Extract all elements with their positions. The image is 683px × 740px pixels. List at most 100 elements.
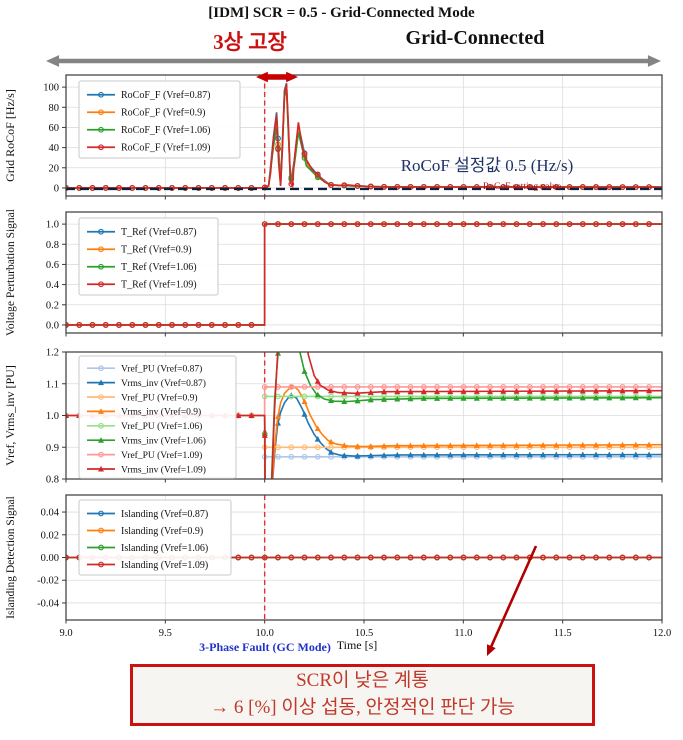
data-marker: [235, 412, 242, 418]
data-marker: [341, 182, 348, 189]
data-marker: [381, 554, 387, 561]
panel-2: 0.0 0.2 0.4 0.6 0.8 1.0 Voltage Perturbation S…: [5, 209, 663, 337]
data-marker: [341, 398, 348, 404]
data-marker: [473, 221, 480, 228]
data-marker: [98, 510, 104, 517]
data-marker: [98, 437, 104, 443]
data-marker: [248, 412, 255, 418]
y-tick-label: -0.04: [37, 598, 60, 609]
data-marker: [301, 398, 308, 404]
data-marker: [500, 442, 507, 448]
data-marker: [593, 387, 600, 394]
data-marker: [447, 221, 454, 228]
data-marker: [420, 388, 427, 395]
y-tick-label: 0.4: [46, 280, 60, 291]
data-marker: [500, 451, 507, 458]
data-marker: [420, 451, 427, 458]
y-tick-label: 1.1: [46, 379, 59, 390]
data-marker: [98, 527, 104, 534]
data-marker: [275, 221, 281, 228]
y-tick-label: 0.9: [46, 443, 59, 454]
y-tick-label: 1.2: [46, 348, 59, 359]
data-marker: [367, 554, 374, 561]
data-marker: [66, 412, 69, 418]
data-marker: [434, 395, 441, 401]
data-marker: [288, 221, 295, 228]
data-marker: [447, 388, 454, 394]
data-marker: [447, 395, 454, 401]
panel-1: 0 20 40 60 80 100 Grid RoCoF [Hz/s] RoCoF_F (Vr…: [3, 74, 663, 200]
legend-label: RoCoF_F (Vref=1.09): [121, 143, 210, 154]
data-marker: [606, 394, 613, 401]
data-marker: [98, 281, 104, 288]
data-marker: [314, 554, 321, 561]
data-marker: [155, 322, 162, 328]
data-marker: [89, 322, 96, 328]
data-marker: [513, 451, 520, 458]
data-marker: [447, 442, 454, 448]
y-tick-label: 1.0: [46, 220, 59, 231]
data-marker: [314, 453, 321, 460]
data-marker: [394, 451, 401, 458]
data-marker: [288, 181, 295, 187]
data-marker: [619, 554, 626, 561]
data-marker: [593, 221, 599, 228]
y-axis-label: Islanding Detection Signal: [5, 496, 17, 619]
y-tick-label: 40: [49, 143, 60, 154]
legend-label: T_Ref (Vref=0.87): [121, 227, 197, 238]
data-marker: [301, 453, 308, 460]
fault-axis-label: 3-Phase Fault (GC Mode): [199, 640, 331, 654]
fault-phase-label: 3상 고장: [213, 30, 287, 54]
data-marker: [328, 221, 334, 228]
data-marker: [513, 442, 520, 448]
data-marker: [473, 451, 480, 458]
data-marker: [632, 451, 639, 458]
data-marker: [632, 441, 639, 448]
data-marker: [235, 322, 242, 328]
data-marker: [566, 184, 573, 190]
legend-label: Islanding (Vref=0.87): [121, 509, 208, 520]
data-marker: [579, 387, 586, 394]
data-marker: [235, 554, 242, 561]
data-marker: [314, 436, 321, 442]
data-marker: [381, 442, 388, 449]
data-marker: [301, 221, 308, 228]
data-marker: [394, 221, 401, 228]
legend-label: Vref_PU (Vref=1.09): [121, 450, 202, 461]
data-marker: [566, 441, 573, 448]
data-marker: [526, 221, 533, 228]
y-tick-label: 1.0: [46, 411, 59, 422]
legend-label: T_Ref (Vref=1.09): [121, 280, 197, 291]
data-marker: [434, 221, 440, 228]
rocof-setting-en: RoCoF setting value: [483, 182, 561, 192]
data-marker: [328, 449, 335, 455]
data-marker: [301, 444, 308, 451]
data-marker: [540, 221, 546, 228]
data-marker: [619, 184, 626, 190]
y-tick-label: 0.2: [46, 300, 59, 311]
data-marker: [487, 388, 494, 394]
legend-label: Vref_PU (Vref=0.9): [121, 392, 198, 403]
data-marker: [275, 453, 281, 460]
data-marker: [381, 452, 388, 458]
rocof-setting-kr: RoCoF 설정값 0.5 (Hz/s): [401, 156, 574, 175]
data-marker: [98, 228, 104, 235]
data-marker: [394, 388, 401, 395]
y-tick-label: 20: [49, 163, 60, 174]
data-marker: [579, 221, 586, 228]
data-marker: [407, 395, 414, 402]
data-marker: [579, 441, 586, 448]
data-marker: [314, 171, 321, 178]
data-marker: [98, 451, 104, 458]
data-marker: [328, 438, 335, 445]
data-marker: [593, 394, 600, 401]
series-line: [66, 352, 662, 479]
data-marker: [526, 442, 533, 448]
data-marker: [500, 554, 507, 561]
data-marker: [646, 221, 652, 228]
data-marker: [646, 451, 653, 458]
x-tick-label: 12.0: [653, 628, 671, 639]
data-marker: [341, 389, 348, 396]
legend-label: Vrms_inv (Vref=0.87): [121, 378, 206, 389]
